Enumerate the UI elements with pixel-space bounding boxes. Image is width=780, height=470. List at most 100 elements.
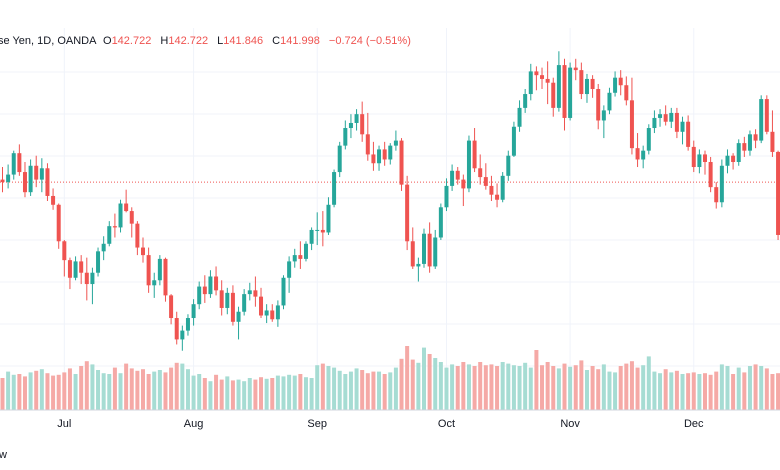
candle[interactable]	[214, 266, 219, 296]
candle[interactable]	[124, 189, 129, 213]
candle[interactable]	[73, 256, 78, 281]
candle[interactable]	[646, 124, 651, 155]
candle[interactable]	[56, 203, 61, 249]
candle[interactable]	[270, 304, 275, 322]
candle[interactable]	[388, 143, 393, 165]
candle[interactable]	[528, 63, 533, 101]
candle[interactable]	[348, 114, 353, 139]
time-axis[interactable]: Jul Aug Sep Oct Nov Dec	[57, 418, 704, 430]
candle[interactable]	[230, 285, 235, 326]
candle[interactable]	[197, 281, 202, 310]
candle[interactable]	[568, 62, 573, 121]
candle[interactable]	[45, 163, 50, 201]
candle[interactable]	[703, 150, 707, 175]
candle[interactable]	[427, 222, 432, 273]
candle[interactable]	[118, 199, 123, 233]
candle[interactable]	[472, 128, 477, 173]
candle[interactable]	[725, 149, 730, 174]
candle[interactable]	[545, 61, 550, 105]
candle[interactable]	[135, 221, 140, 256]
candle[interactable]	[360, 101, 365, 142]
candle[interactable]	[736, 139, 741, 166]
candle[interactable]	[691, 140, 696, 173]
candle[interactable]	[17, 144, 22, 176]
candle[interactable]	[517, 100, 522, 132]
candle[interactable]	[658, 109, 663, 127]
candle[interactable]	[141, 237, 145, 263]
candle[interactable]	[169, 294, 174, 325]
candle[interactable]	[264, 304, 269, 324]
candle[interactable]	[686, 115, 691, 151]
candle[interactable]	[315, 212, 320, 246]
candle[interactable]	[556, 51, 561, 112]
candle[interactable]	[697, 149, 702, 174]
candle[interactable]	[67, 257, 72, 290]
candle[interactable]	[511, 121, 516, 157]
candle[interactable]	[708, 156, 713, 193]
candle[interactable]	[275, 300, 280, 327]
candle[interactable]	[332, 169, 337, 208]
candle[interactable]	[613, 71, 618, 97]
candle[interactable]	[466, 135, 471, 193]
candle[interactable]	[500, 172, 505, 203]
candle[interactable]	[112, 213, 117, 238]
candle[interactable]	[84, 257, 89, 301]
candle[interactable]	[629, 77, 634, 155]
candle[interactable]	[489, 175, 494, 201]
candle[interactable]	[680, 116, 685, 145]
candle[interactable]	[770, 110, 775, 157]
candle[interactable]	[776, 150, 780, 241]
candle[interactable]	[438, 203, 443, 241]
candle[interactable]	[641, 145, 646, 169]
candle[interactable]	[28, 159, 33, 196]
candle[interactable]	[377, 145, 382, 171]
candle[interactable]	[152, 272, 157, 298]
candle[interactable]	[79, 255, 84, 285]
candle[interactable]	[731, 153, 736, 170]
candle[interactable]	[180, 325, 185, 351]
candle[interactable]	[90, 267, 95, 305]
candle[interactable]	[618, 70, 623, 96]
candle[interactable]	[343, 120, 348, 150]
candle[interactable]	[596, 83, 601, 130]
candle[interactable]	[573, 58, 578, 81]
candle[interactable]	[461, 174, 466, 207]
candle[interactable]	[51, 188, 56, 210]
candle[interactable]	[495, 183, 500, 208]
candle[interactable]	[62, 240, 67, 277]
candle[interactable]	[309, 227, 314, 251]
candle[interactable]	[185, 314, 190, 336]
candle[interactable]	[742, 136, 747, 157]
candle[interactable]	[11, 150, 16, 180]
candle[interactable]	[759, 95, 764, 144]
candle[interactable]	[34, 155, 39, 188]
candle[interactable]	[287, 256, 292, 293]
candle[interactable]	[163, 257, 168, 302]
candle[interactable]	[191, 299, 196, 326]
candle[interactable]	[410, 227, 415, 269]
candle[interactable]	[242, 289, 247, 316]
candle[interactable]	[281, 275, 286, 310]
candle[interactable]	[663, 105, 668, 126]
candle[interactable]	[365, 112, 370, 161]
candle[interactable]	[96, 247, 101, 277]
candle[interactable]	[129, 207, 134, 238]
candle[interactable]	[669, 107, 674, 129]
candle[interactable]	[202, 275, 207, 303]
candle[interactable]	[259, 287, 264, 319]
candle[interactable]	[584, 73, 589, 103]
candle[interactable]	[236, 306, 241, 340]
candle[interactable]	[6, 164, 11, 189]
candle[interactable]	[0, 167, 5, 193]
candle[interactable]	[422, 228, 426, 268]
candle[interactable]	[747, 130, 752, 156]
candle[interactable]	[225, 287, 230, 315]
candle[interactable]	[450, 164, 455, 191]
candle[interactable]	[298, 241, 303, 269]
candle[interactable]	[562, 58, 567, 131]
candle[interactable]	[764, 95, 769, 135]
candle[interactable]	[652, 110, 657, 134]
candle[interactable]	[674, 107, 679, 139]
candle[interactable]	[247, 282, 252, 301]
